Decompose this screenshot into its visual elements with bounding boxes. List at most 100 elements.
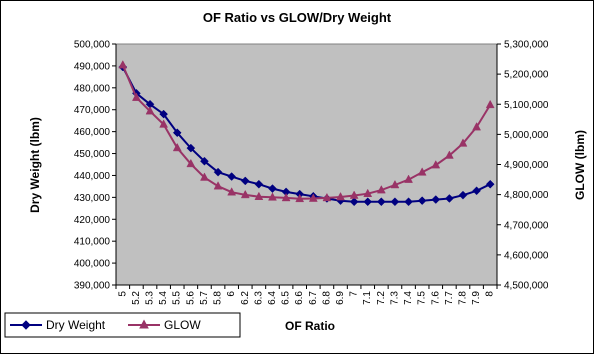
- x-tick-label: 6: [226, 291, 237, 297]
- data-point-glow: [390, 179, 400, 189]
- series-layer: [118, 60, 495, 207]
- x-tick-label: 6.2: [240, 291, 251, 305]
- x-tick-label: 7.8: [457, 291, 468, 305]
- x-tick-label: 6.6: [294, 291, 305, 305]
- data-point-dry-weight: [485, 179, 495, 189]
- x-tick-label: 6.5: [281, 291, 292, 305]
- legend-marker-dry-weight: [21, 320, 31, 330]
- x-tick-label: 5: [117, 291, 128, 297]
- data-point-glow: [404, 174, 413, 183]
- x-tick-label: 7.1: [362, 291, 373, 305]
- data-point-glow: [172, 142, 182, 152]
- data-point-glow: [458, 138, 468, 147]
- data-point-glow: [376, 185, 386, 194]
- data-point-glow: [322, 192, 332, 202]
- data-point-glow: [159, 119, 169, 128]
- y-axis-title: Dry Weight (lbm): [28, 117, 42, 213]
- x-tick-label: 6.7: [308, 291, 319, 305]
- data-point-glow: [444, 150, 454, 159]
- data-point-glow: [363, 188, 373, 197]
- data-point-glow: [417, 167, 427, 176]
- data-point-dry-weight: [172, 128, 182, 138]
- y2-tick-label: 4,600,000: [504, 250, 549, 261]
- y-tick-label: 490,000: [74, 61, 111, 72]
- y-tick-label: 460,000: [74, 127, 111, 138]
- data-point-dry-weight: [431, 195, 441, 204]
- x-tick-label: 7: [349, 291, 360, 297]
- axis-ticks: 500,000 490,000 480,000 470,000 460,000 450,0…: [74, 40, 549, 305]
- y-tick-label: 390,000: [74, 281, 111, 292]
- legend-label-dry-weight: Dry Weight: [46, 318, 106, 332]
- y-tick-label: 480,000: [74, 83, 111, 94]
- data-point-glow: [227, 187, 237, 196]
- y2-tick-label: 5,100,000: [504, 100, 549, 111]
- data-point-glow: [295, 193, 305, 203]
- y2-tick-label: 4,800,000: [504, 190, 549, 201]
- data-point-dry-weight: [472, 186, 481, 196]
- x-tick-label: 7.3: [389, 291, 400, 305]
- data-point-dry-weight: [240, 176, 250, 186]
- data-point-glow: [349, 190, 359, 199]
- x-tick-label: 7.2: [376, 291, 387, 305]
- data-point-dry-weight: [390, 197, 400, 207]
- data-point-dry-weight: [445, 194, 454, 203]
- y-tick-label: 440,000: [74, 171, 111, 182]
- y2-tick-label: 4,700,000: [504, 220, 549, 231]
- x-tick-label: 5.5: [172, 291, 183, 305]
- data-point-glow: [281, 192, 291, 202]
- data-point-dry-weight: [417, 196, 427, 206]
- x-tick-label: 5.8: [213, 291, 224, 305]
- data-point-dry-weight: [200, 156, 209, 166]
- data-point-glow: [308, 193, 318, 202]
- x-tick-label: 7.9: [471, 291, 482, 305]
- data-point-dry-weight: [213, 167, 223, 177]
- y-tick-label: 430,000: [74, 193, 111, 204]
- data-point-dry-weight: [376, 197, 386, 207]
- x-tick-label: 7.4: [403, 291, 414, 305]
- x-tick-label: 6.9: [335, 291, 346, 305]
- x-tick-label: 7.6: [430, 291, 441, 305]
- data-point-dry-weight: [227, 172, 237, 181]
- data-point-glow: [118, 60, 128, 69]
- data-point-dry-weight: [186, 143, 196, 153]
- data-point-dry-weight: [458, 190, 468, 200]
- y2-tick-label: 5,300,000: [504, 40, 549, 51]
- y-tick-label: 400,000: [74, 259, 111, 270]
- y-tick-label: 470,000: [74, 105, 111, 116]
- data-point-glow: [200, 172, 209, 181]
- x-tick-label: 6.4: [267, 291, 278, 305]
- data-point-glow: [186, 158, 196, 168]
- legend: Dry Weight GLOW: [4, 312, 241, 338]
- series-line-dry-weight: [121, 66, 491, 203]
- legend-label-glow: GLOW: [164, 318, 201, 332]
- x-tick-label: 6.8: [321, 291, 332, 305]
- x-tick-label: 7.7: [444, 291, 455, 305]
- legend-marker-glow: [139, 319, 149, 329]
- x-tick-label: 8: [485, 291, 496, 297]
- y-tick-label: 420,000: [74, 215, 111, 226]
- y2-tick-label: 4,500,000: [504, 281, 549, 292]
- data-point-glow: [213, 181, 223, 190]
- y-tick-label: 450,000: [74, 149, 111, 160]
- data-point-glow: [145, 106, 155, 115]
- y2-axis-title: GLOW (lbm): [573, 130, 587, 200]
- x-tick-label: 5.4: [158, 291, 169, 305]
- data-point-glow: [268, 192, 277, 201]
- x-tick-label: 6.3: [253, 291, 264, 305]
- data-point-glow: [336, 192, 345, 201]
- chart-title: OF Ratio vs GLOW/Dry Weight: [203, 10, 392, 25]
- x-tick-label: 5.2: [131, 291, 142, 305]
- x-tick-label: 5.7: [199, 291, 210, 305]
- legend-box: [4, 312, 241, 338]
- data-point-glow: [131, 92, 141, 101]
- data-point-glow: [472, 122, 482, 131]
- y-tick-label: 410,000: [74, 237, 111, 248]
- data-point-dry-weight: [254, 179, 264, 189]
- y2-tick-label: 5,000,000: [504, 130, 549, 141]
- y2-tick-label: 5,200,000: [504, 70, 549, 81]
- data-point-dry-weight: [159, 109, 168, 119]
- data-point-glow: [431, 160, 441, 169]
- y-tick-label: 500,000: [74, 40, 111, 51]
